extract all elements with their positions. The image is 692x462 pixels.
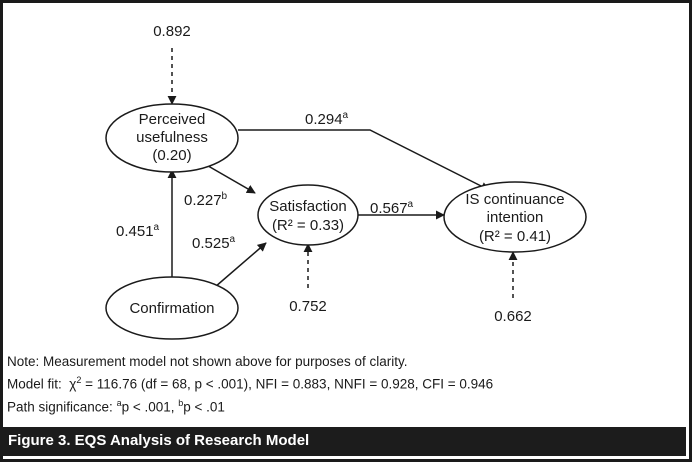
error-value-pu: 0.892	[153, 23, 191, 40]
node-label-line: usefulness	[136, 129, 208, 146]
note-measurement: Note: Measurement model not shown above …	[7, 354, 408, 369]
coef-sat-isc: 0.567a	[370, 199, 414, 217]
note-model-fit: Model fit: χ2 = 116.76 (df = 68, p < .00…	[7, 375, 494, 392]
path-pu-to-sat	[202, 162, 256, 194]
note-path-significance: Path significance: ap < .001, bp < .01	[7, 397, 225, 415]
coef-conf-sat: 0.525a	[192, 234, 236, 252]
figure-caption: Figure 3. EQS Analysis of Research Model	[8, 432, 310, 449]
node-label-line: IS continuance	[465, 191, 564, 208]
node-label-line: Perceived	[139, 111, 206, 128]
node-confirmation: Confirmation	[105, 276, 239, 340]
node-label-line: (R² = 0.41)	[479, 228, 551, 245]
error-value-sat: 0.752	[289, 298, 327, 315]
node-label-line: Satisfaction	[269, 198, 347, 215]
svg-text:usefulness: usefulness	[136, 129, 208, 146]
svg-text:IS continuance: IS continuance	[465, 191, 564, 208]
path-conf-to-sat	[214, 242, 267, 288]
svg-text:(R² = 0.33): (R² = 0.33)	[272, 217, 344, 234]
svg-text:Confirmation: Confirmation	[129, 300, 214, 317]
svg-text:intention: intention	[487, 209, 544, 226]
node-label-line: Confirmation	[129, 300, 214, 317]
path-diagram: Perceived usefulness (0.20) Satisfaction…	[105, 23, 587, 340]
node-label-line: (R² = 0.33)	[272, 217, 344, 234]
node-label-line: (0.20)	[152, 147, 191, 164]
coef-conf-pu: 0.451a	[116, 222, 160, 240]
coef-pu-isc: 0.294a	[305, 110, 349, 128]
node-label-line: intention	[487, 209, 544, 226]
node-perceived-usefulness: Perceived usefulness (0.20)	[105, 103, 239, 173]
svg-text:(0.20): (0.20)	[152, 147, 191, 164]
svg-text:(R² = 0.41): (R² = 0.41)	[479, 228, 551, 245]
error-value-isc: 0.662	[494, 308, 532, 325]
path-pu-to-isc	[238, 129, 490, 191]
svg-text:Perceived: Perceived	[139, 111, 206, 128]
node-is-continuance-intention: IS continuance intention (R² = 0.41)	[443, 181, 587, 253]
figure-caption-bar: Figure 3. EQS Analysis of Research Model	[0, 427, 686, 456]
coef-pu-sat: 0.227b	[184, 191, 228, 209]
node-satisfaction: Satisfaction (R² = 0.33)	[257, 184, 359, 246]
figure-notes: Note: Measurement model not shown above …	[7, 352, 683, 416]
svg-text:Satisfaction: Satisfaction	[269, 198, 347, 215]
